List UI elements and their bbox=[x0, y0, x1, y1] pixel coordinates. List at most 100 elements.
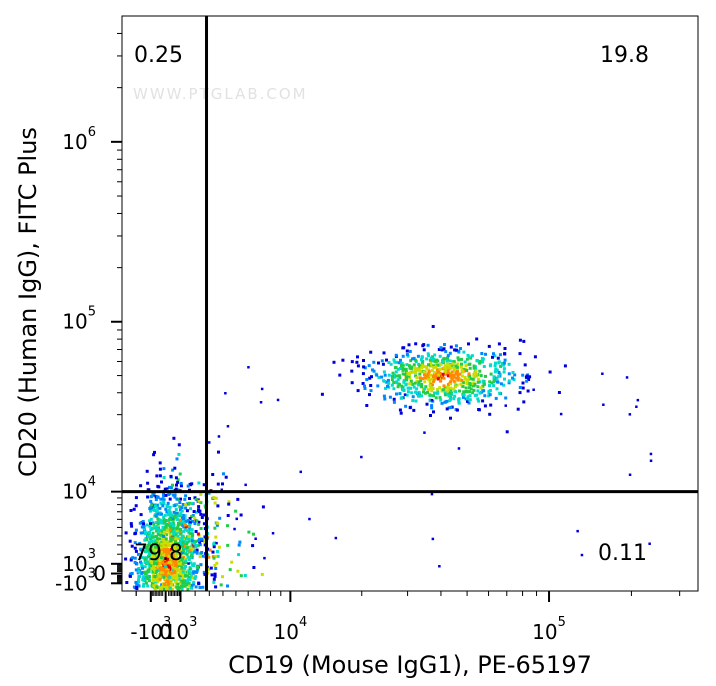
event-dot bbox=[143, 538, 147, 542]
event-dot bbox=[462, 393, 466, 397]
event-dot bbox=[174, 540, 177, 544]
event-dot bbox=[170, 575, 174, 579]
event-dot bbox=[188, 521, 192, 525]
event-dot bbox=[430, 406, 434, 410]
event-dot bbox=[146, 495, 150, 499]
event-dot bbox=[133, 556, 137, 560]
event-dot bbox=[193, 550, 197, 554]
event-dot bbox=[168, 497, 172, 501]
event-dot bbox=[165, 585, 169, 589]
event-dot bbox=[168, 492, 172, 495]
event-dot bbox=[162, 528, 166, 532]
event-dot bbox=[180, 534, 184, 538]
event-dot bbox=[404, 404, 408, 408]
event-dot bbox=[394, 365, 398, 369]
event-dot bbox=[454, 348, 458, 352]
event-dot bbox=[152, 507, 156, 511]
event-dot bbox=[490, 381, 494, 385]
event-dot bbox=[138, 521, 142, 525]
event-dot bbox=[397, 361, 401, 365]
event-dot bbox=[263, 556, 266, 560]
event-dot bbox=[156, 554, 160, 558]
event-dot bbox=[507, 362, 511, 366]
event-dot bbox=[182, 561, 186, 565]
x-tick-label: 0 bbox=[159, 620, 172, 644]
event-dot bbox=[442, 347, 446, 351]
event-dot bbox=[370, 375, 373, 379]
event-dot bbox=[396, 378, 400, 382]
event-dot bbox=[152, 555, 156, 559]
event-dot bbox=[419, 358, 423, 362]
event-dot bbox=[457, 358, 461, 362]
event-dot bbox=[153, 450, 156, 454]
event-dot bbox=[139, 484, 143, 488]
event-dot bbox=[496, 380, 499, 384]
event-dot bbox=[168, 565, 171, 569]
event-dot bbox=[447, 406, 451, 410]
event-dot bbox=[169, 580, 173, 584]
event-dot bbox=[167, 540, 171, 544]
event-dot bbox=[159, 571, 163, 575]
event-dot bbox=[382, 394, 386, 398]
event-dot bbox=[446, 386, 450, 390]
event-dot bbox=[480, 390, 484, 394]
event-dot bbox=[162, 534, 166, 538]
event-dot bbox=[363, 384, 366, 388]
event-dot bbox=[227, 500, 231, 504]
event-dot bbox=[175, 548, 179, 552]
event-dot bbox=[226, 584, 229, 588]
y-tick-label: 104 bbox=[62, 475, 96, 504]
event-dot bbox=[446, 393, 450, 397]
event-dot bbox=[213, 572, 217, 576]
event-dot bbox=[143, 557, 147, 561]
event-dot bbox=[432, 364, 436, 368]
event-dot bbox=[145, 538, 149, 542]
event-dot bbox=[207, 491, 211, 495]
event-dot bbox=[226, 524, 229, 528]
event-dot bbox=[432, 357, 436, 361]
event-dot bbox=[183, 523, 187, 527]
event-dot bbox=[495, 387, 499, 391]
event-dot bbox=[426, 343, 430, 347]
event-dot bbox=[404, 382, 408, 386]
event-dot bbox=[146, 584, 150, 588]
event-dot bbox=[162, 545, 166, 549]
event-dot bbox=[159, 497, 163, 501]
event-dot bbox=[137, 584, 141, 588]
event-dot bbox=[159, 550, 163, 554]
event-dot bbox=[165, 549, 169, 553]
event-dot bbox=[494, 396, 498, 400]
event-dot bbox=[443, 366, 447, 370]
event-dot bbox=[393, 375, 397, 379]
event-dot bbox=[202, 570, 206, 574]
event-dot bbox=[157, 552, 161, 556]
event-dot bbox=[426, 391, 430, 394]
event-dot bbox=[175, 457, 179, 461]
event-dot bbox=[421, 377, 425, 381]
event-dot bbox=[426, 372, 430, 376]
event-dot bbox=[187, 576, 191, 579]
event-dot bbox=[208, 548, 212, 552]
event-dot bbox=[413, 366, 417, 370]
event-dot bbox=[412, 408, 416, 412]
event-dot bbox=[158, 568, 162, 572]
event-dot bbox=[455, 383, 459, 387]
event-dot bbox=[141, 520, 145, 523]
event-dot bbox=[211, 550, 215, 554]
event-dot bbox=[158, 461, 162, 465]
event-dot bbox=[180, 565, 184, 569]
event-dot bbox=[481, 359, 485, 363]
event-dot bbox=[518, 391, 522, 395]
event-dot bbox=[156, 517, 160, 521]
event-dot bbox=[432, 394, 435, 398]
event-dot bbox=[158, 588, 162, 591]
event-dot bbox=[154, 587, 158, 591]
event-dot bbox=[499, 382, 503, 386]
y-axis-title: CD20 (Human IgG), FITC Plus bbox=[14, 127, 42, 477]
event-dot bbox=[502, 363, 506, 367]
event-dot bbox=[436, 388, 440, 391]
event-dot bbox=[451, 374, 455, 377]
event-dot bbox=[214, 535, 218, 539]
event-dot bbox=[217, 450, 220, 454]
event-dot bbox=[165, 561, 169, 565]
